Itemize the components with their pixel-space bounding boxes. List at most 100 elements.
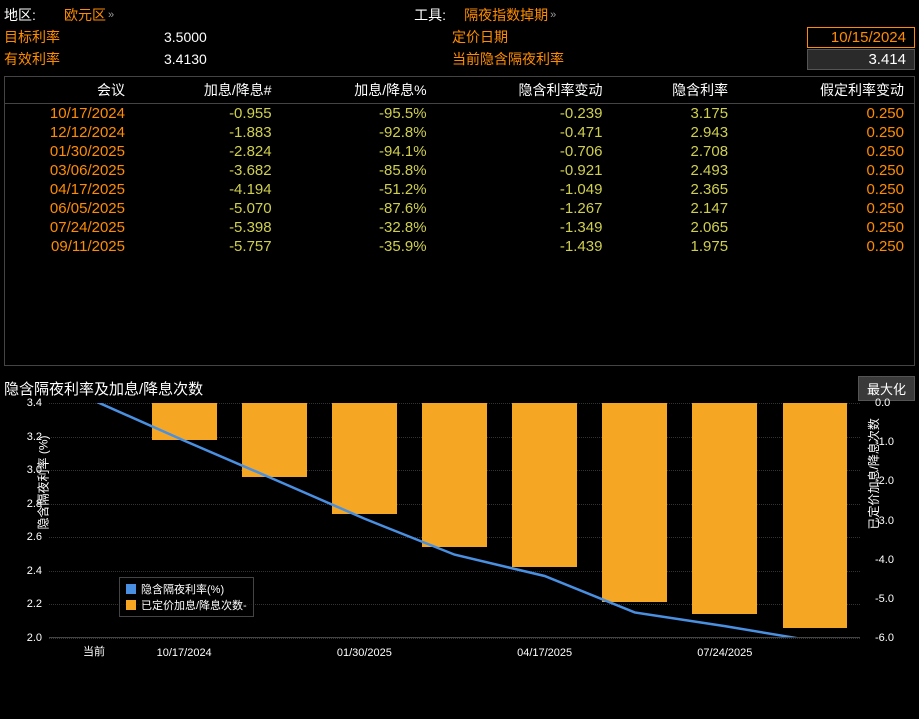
x-tick: 当前 [83,643,105,659]
table-cell: -87.6% [282,199,437,218]
y-tick-left: 2.4 [27,565,42,577]
y-tick-right: -3.0 [875,515,894,527]
table-header[interactable]: 会议 [5,77,135,104]
table-row[interactable]: 07/24/2025-5.398-32.8%-1.3492.0650.250 [5,218,914,237]
implied-on-value: 3.414 [807,49,915,70]
header-panel: 地区: 欧元区 » 工具: 隔夜指数掉期 » 目标利率 3.5000 定价日期 … [4,4,915,70]
tool-label: 工具: [414,5,464,25]
table-cell: 3.175 [612,104,738,124]
table-header[interactable]: 加息/降息% [282,77,437,104]
table-row[interactable]: 06/05/2025-5.070-87.6%-1.2672.1470.250 [5,199,914,218]
table-header[interactable]: 假定利率变动 [738,77,914,104]
y-tick-left: 2.6 [27,531,42,543]
table-cell: 04/17/2025 [5,180,135,199]
table-cell: -3.682 [135,161,282,180]
tool-value[interactable]: 隔夜指数掉期 [464,5,548,25]
table-cell: -85.8% [282,161,437,180]
table-cell: -94.1% [282,142,437,161]
table-cell: 2.943 [612,123,738,142]
table-cell: -0.921 [437,161,613,180]
table-cell: -5.398 [135,218,282,237]
implied-on-label: 当前隐含隔夜利率 [452,49,602,69]
table-row[interactable]: 09/11/2025-5.757-35.9%-1.4391.9750.250 [5,237,914,256]
x-tick: 07/24/2025 [697,647,752,659]
table-header[interactable]: 隐含利率 [612,77,738,104]
chart-legend: 隐含隔夜利率(%)已定价加息/降息次数- [119,577,254,617]
table-row[interactable]: 01/30/2025-2.824-94.1%-0.7062.7080.250 [5,142,914,161]
y-tick-left: 2.8 [27,498,42,510]
legend-label: 隐含隔夜利率(%) [141,581,224,597]
effective-rate-value: 3.4130 [164,51,224,67]
table-cell: -0.955 [135,104,282,124]
table-row[interactable]: 12/12/2024-1.883-92.8%-0.4712.9430.250 [5,123,914,142]
table-cell: 1.975 [612,237,738,256]
y-tick-right: -1.0 [875,436,894,448]
table-row[interactable]: 10/17/2024-0.955-95.5%-0.2393.1750.250 [5,104,914,124]
table-cell: -4.194 [135,180,282,199]
table-cell: 2.493 [612,161,738,180]
table-cell: -5.070 [135,199,282,218]
table-cell: -2.824 [135,142,282,161]
table-cell: -1.883 [135,123,282,142]
table-cell: -5.757 [135,237,282,256]
y-tick-left: 3.0 [27,464,42,476]
table-cell: -1.349 [437,218,613,237]
legend-label: 已定价加息/降息次数- [141,597,247,613]
chevron-right-icon[interactable]: » [550,9,556,21]
legend-swatch-icon [126,584,136,594]
effective-rate-label: 有效利率 [4,49,164,69]
right-y-axis-label: 已定价加息/降息次数 [865,418,882,529]
y-tick-right: -4.0 [875,554,894,566]
table-cell: 01/30/2025 [5,142,135,161]
table-cell: 2.065 [612,218,738,237]
legend-swatch-icon [126,600,136,610]
y-tick-right: -2.0 [875,475,894,487]
table-cell: 0.250 [738,123,914,142]
rates-table: 会议加息/降息#加息/降息%隐含利率变动隐含利率假定利率变动 10/17/202… [5,77,914,256]
pricing-date-input[interactable] [807,27,915,48]
y-tick-right: -5.0 [875,593,894,605]
y-tick-right: 0.0 [875,397,890,409]
table-cell: -92.8% [282,123,437,142]
table-cell: 2.365 [612,180,738,199]
target-rate-label: 目标利率 [4,27,164,47]
table-row[interactable]: 04/17/2025-4.194-51.2%-1.0492.3650.250 [5,180,914,199]
table-cell: -0.706 [437,142,613,161]
table-header[interactable]: 隐含利率变动 [437,77,613,104]
table-cell: -51.2% [282,180,437,199]
x-tick: 01/30/2025 [337,647,392,659]
rates-table-wrap: 会议加息/降息#加息/降息%隐含利率变动隐含利率假定利率变动 10/17/202… [4,76,915,366]
legend-item: 已定价加息/降息次数- [126,597,247,613]
target-rate-value: 3.5000 [164,29,224,45]
table-cell: 0.250 [738,104,914,124]
table-cell: 0.250 [738,161,914,180]
table-cell: 0.250 [738,199,914,218]
table-cell: -1.267 [437,199,613,218]
y-tick-left: 2.0 [27,632,42,644]
table-cell: 09/11/2025 [5,237,135,256]
table-cell: -35.9% [282,237,437,256]
y-tick-left: 3.2 [27,431,42,443]
table-cell: 2.708 [612,142,738,161]
chart-plot[interactable]: 隐含隔夜利率(%)已定价加息/降息次数- [49,403,860,638]
table-cell: 0.250 [738,237,914,256]
chevron-right-icon[interactable]: » [108,9,114,21]
y-tick-right: -6.0 [875,632,894,644]
table-cell: 07/24/2025 [5,218,135,237]
table-cell: 10/17/2024 [5,104,135,124]
y-tick-left: 2.2 [27,598,42,610]
legend-item: 隐含隔夜利率(%) [126,581,247,597]
chart-title: 隐含隔夜利率及加息/降息次数 [4,378,858,399]
chart-area: 隐含隔夜利率 (%) 2.02.22.42.62.83.03.23.4 隐含隔夜… [4,403,915,663]
table-cell: 0.250 [738,218,914,237]
y-tick-left: 3.4 [27,397,42,409]
table-cell: 2.147 [612,199,738,218]
table-cell: -0.471 [437,123,613,142]
table-cell: 03/06/2025 [5,161,135,180]
table-header[interactable]: 加息/降息# [135,77,282,104]
region-value[interactable]: 欧元区 [64,5,106,25]
table-row[interactable]: 03/06/2025-3.682-85.8%-0.9212.4930.250 [5,161,914,180]
x-tick: 04/17/2025 [517,647,572,659]
pricing-date-label: 定价日期 [452,27,602,47]
table-cell: -1.049 [437,180,613,199]
